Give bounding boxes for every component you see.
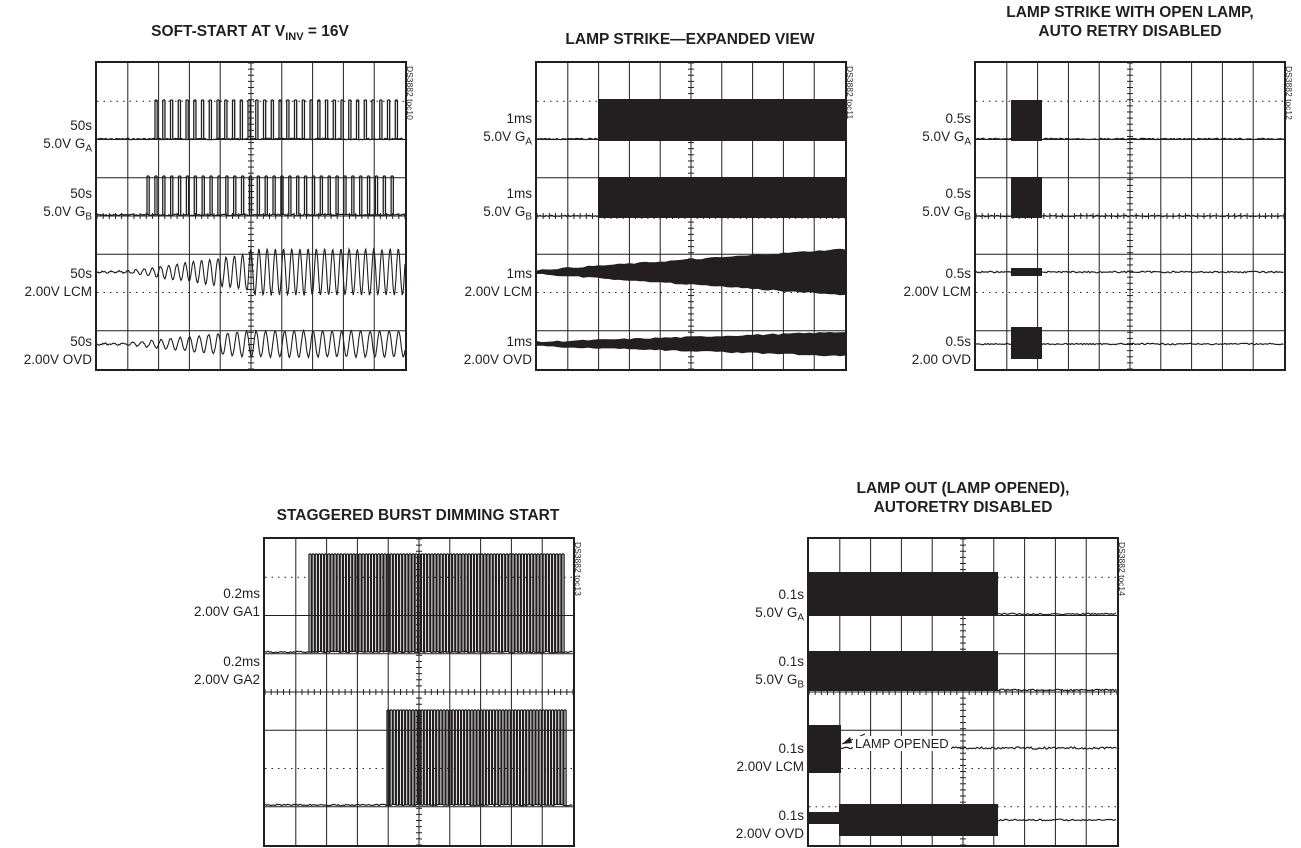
trace-ga-burst (598, 99, 845, 141)
trace-label-lcm: 0.1s 2.00V LCM (736, 741, 804, 774)
chart-title: SOFT-START AT VINV = 16V (151, 23, 349, 44)
trace-lcm (97, 246, 405, 297)
callout-arrow-head (842, 737, 852, 744)
chart-title: LAMP OUT (LAMP OPENED), AUTORETRY DISABL… (856, 480, 1070, 516)
trace-label-lcm: 1ms 2.00V LCM (464, 266, 532, 299)
trace-ga2-pulses (386, 709, 567, 805)
trace-label-ga: 1ms 5.0V GA (483, 111, 532, 148)
scope-svg (265, 539, 573, 845)
trace-ga-baseline (537, 137, 599, 141)
trace-label-ga: 50s 5.0V GA (43, 118, 92, 155)
trace-ga-baseline (995, 612, 1117, 616)
trace-lcm-burst (1011, 268, 1042, 276)
trace-ga-burst (809, 572, 998, 615)
trace-lcm (537, 248, 845, 296)
oscilloscope-screen (263, 537, 575, 847)
figure-code: DS3882 toc10 (405, 66, 415, 120)
trace-label-ovd: 0.5s 2.00 OVD (911, 334, 971, 367)
trace-gb-burst (809, 651, 998, 691)
trace-ovd-burst (839, 804, 998, 836)
trace-lcm-burst (809, 725, 841, 773)
trace-ovd-burst (1011, 327, 1042, 359)
chart-title: LAMP STRIKE WITH OPEN LAMP, AUTO RETRY D… (1006, 4, 1254, 40)
trace-label-ovd: 1ms 2.00V OVD (463, 334, 532, 367)
trace-gb-burst (1011, 177, 1042, 218)
trace-ga-pulses (154, 99, 399, 139)
oscilloscope-screen (807, 537, 1119, 847)
lamp-opened-callout: LAMP OPENED (853, 736, 951, 751)
scope-svg (809, 539, 1117, 845)
trace-gb (97, 213, 405, 217)
scope-svg (976, 63, 1284, 369)
trace-ga2 (265, 803, 573, 807)
trace-label-gb: 50s 5.0V GB (43, 186, 92, 223)
trace-label-gb: 1ms 5.0V GB (483, 186, 532, 223)
figure-code: DS3882 toc12 (1284, 66, 1294, 120)
trace-gb-pulses (146, 175, 394, 215)
trace-ga-burst (1011, 100, 1042, 141)
trace-label-ga: 0.5s 5.0V GA (922, 111, 971, 148)
oscilloscope-screen (95, 61, 407, 371)
scope-svg (537, 63, 845, 369)
trace-gb-baseline (995, 688, 1117, 692)
chart-title: STAGGERED BURST DIMMING START (276, 507, 560, 524)
trace-label-ovd: 0.1s 2.00V OVD (735, 808, 804, 841)
trace-ga1-pulses (308, 553, 565, 652)
scope-svg (97, 63, 405, 369)
trace-label-ovd: 50s 2.00V OVD (23, 334, 92, 367)
figure-code: DS3882 toc11 (845, 66, 855, 120)
chart-title: LAMP STRIKE—EXPANDED VIEW (565, 31, 815, 48)
trace-gb-burst (598, 177, 845, 218)
trace-ga (97, 137, 405, 141)
oscilloscope-screen (535, 61, 847, 371)
figure-code: DS3882 toc14 (1117, 542, 1127, 596)
trace-label-ga2: 0.2ms 2.00V GA2 (193, 654, 260, 687)
figure-code: DS3882 toc13 (573, 542, 583, 596)
trace-label-lcm: 50s 2.00V LCM (24, 266, 92, 299)
trace-ovd (537, 331, 845, 357)
trace-label-lcm: 0.5s 2.00V LCM (903, 266, 971, 299)
trace-ga1 (265, 650, 573, 654)
trace-label-ga1: 0.2ms 2.00V GA1 (193, 586, 260, 619)
trace-ovd-pre (809, 812, 841, 824)
trace-ovd (97, 328, 405, 360)
trace-label-gb: 0.5s 5.0V GB (922, 186, 971, 223)
trace-ovd-baseline (995, 818, 1117, 822)
trace-label-gb: 0.1s 5.0V GB (755, 654, 804, 691)
trace-gb-baseline (537, 214, 599, 218)
oscilloscope-screen (974, 61, 1286, 371)
trace-label-ga: 0.1s 5.0V GA (755, 587, 804, 624)
